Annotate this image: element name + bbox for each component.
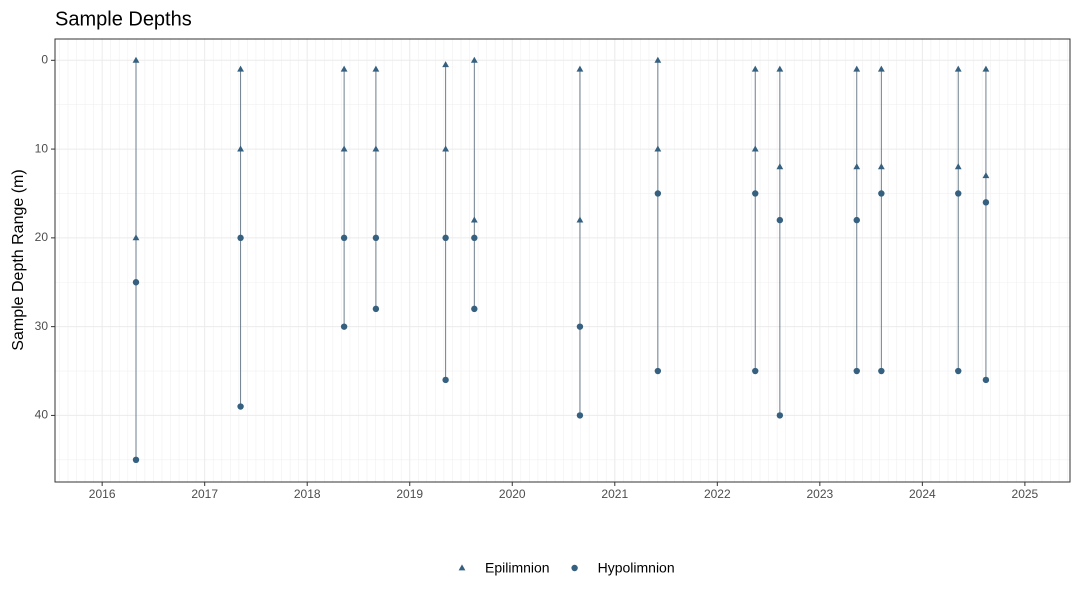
circle-point xyxy=(955,190,962,197)
triangle-point xyxy=(237,65,244,72)
plot-border xyxy=(54,38,1071,483)
triangle-point xyxy=(132,234,140,241)
x-tick-label: 2024 xyxy=(909,487,936,501)
triangle-point xyxy=(442,145,450,152)
circle-point xyxy=(340,323,348,330)
circle-point xyxy=(372,305,380,313)
triangle-point xyxy=(853,163,861,170)
circle-point xyxy=(576,412,584,419)
triangle-point xyxy=(776,163,784,170)
circle-point xyxy=(237,234,244,242)
circle-point xyxy=(853,216,860,224)
triangle-point xyxy=(954,65,962,72)
legend-label: Epilimnion xyxy=(485,560,550,576)
x-tick-label: 2016 xyxy=(89,487,116,501)
circle-point xyxy=(955,367,962,375)
circle-point xyxy=(752,190,759,197)
circle-point xyxy=(132,456,140,464)
x-tick-label: 2019 xyxy=(396,487,423,501)
circle-point xyxy=(878,367,885,375)
legend-label: Hypolimnion xyxy=(598,560,675,576)
circle-point xyxy=(654,367,662,375)
circle-point xyxy=(776,412,784,419)
circle-point xyxy=(982,199,990,206)
triangle-point xyxy=(340,65,348,72)
triangle-point xyxy=(576,65,584,72)
legend-symbol xyxy=(571,564,578,572)
triangle-point xyxy=(877,163,885,170)
triangle-point xyxy=(132,56,140,63)
triangle-point xyxy=(751,65,759,72)
chart-title: Sample Depths xyxy=(55,8,192,30)
triangle-point xyxy=(982,65,990,72)
triangle-point xyxy=(372,65,380,72)
triangle-point xyxy=(982,172,990,179)
y-tick-label: 0 xyxy=(41,52,48,66)
y-axis-label: Sample Depth Range (m) xyxy=(10,169,27,350)
triangle-point xyxy=(470,216,478,223)
y-tick-label: 40 xyxy=(35,408,49,422)
triangle-point xyxy=(751,145,759,152)
circle-point xyxy=(576,323,584,330)
x-tick-label: 2018 xyxy=(294,487,321,501)
circle-point xyxy=(776,216,784,224)
triangle-point xyxy=(654,145,662,152)
circle-point xyxy=(853,367,860,375)
triangle-point xyxy=(877,65,885,72)
circle-point xyxy=(982,376,990,384)
triangle-point xyxy=(442,61,450,68)
y-tick-label: 30 xyxy=(35,319,49,333)
y-tick-label: 20 xyxy=(35,230,49,244)
circle-point xyxy=(654,190,662,197)
triangle-point xyxy=(776,65,784,72)
triangle-point xyxy=(470,56,478,63)
circle-point xyxy=(442,234,449,242)
circle-point xyxy=(471,305,478,313)
circle-point xyxy=(471,234,478,242)
triangle-point xyxy=(372,145,380,152)
circle-point xyxy=(752,367,759,375)
x-tick-label: 2025 xyxy=(1012,487,1039,501)
x-tick-label: 2020 xyxy=(499,487,526,501)
x-tick-label: 2017 xyxy=(191,487,218,501)
triangle-point xyxy=(954,163,962,170)
circle-point xyxy=(372,234,380,242)
y-tick-label: 10 xyxy=(35,141,49,155)
circle-point xyxy=(878,190,885,197)
triangle-point xyxy=(576,216,584,223)
triangle-point xyxy=(853,65,861,72)
x-tick-label: 2022 xyxy=(704,487,731,501)
triangle-point xyxy=(237,145,244,152)
circle-point xyxy=(132,279,140,286)
x-tick-label: 2021 xyxy=(601,487,628,501)
legend-symbol xyxy=(458,564,466,571)
circle-point xyxy=(340,234,348,242)
circle-point xyxy=(442,376,449,384)
triangle-point xyxy=(654,56,662,63)
x-tick-label: 2023 xyxy=(806,487,833,501)
circle-point xyxy=(237,403,244,410)
triangle-point xyxy=(340,145,348,152)
